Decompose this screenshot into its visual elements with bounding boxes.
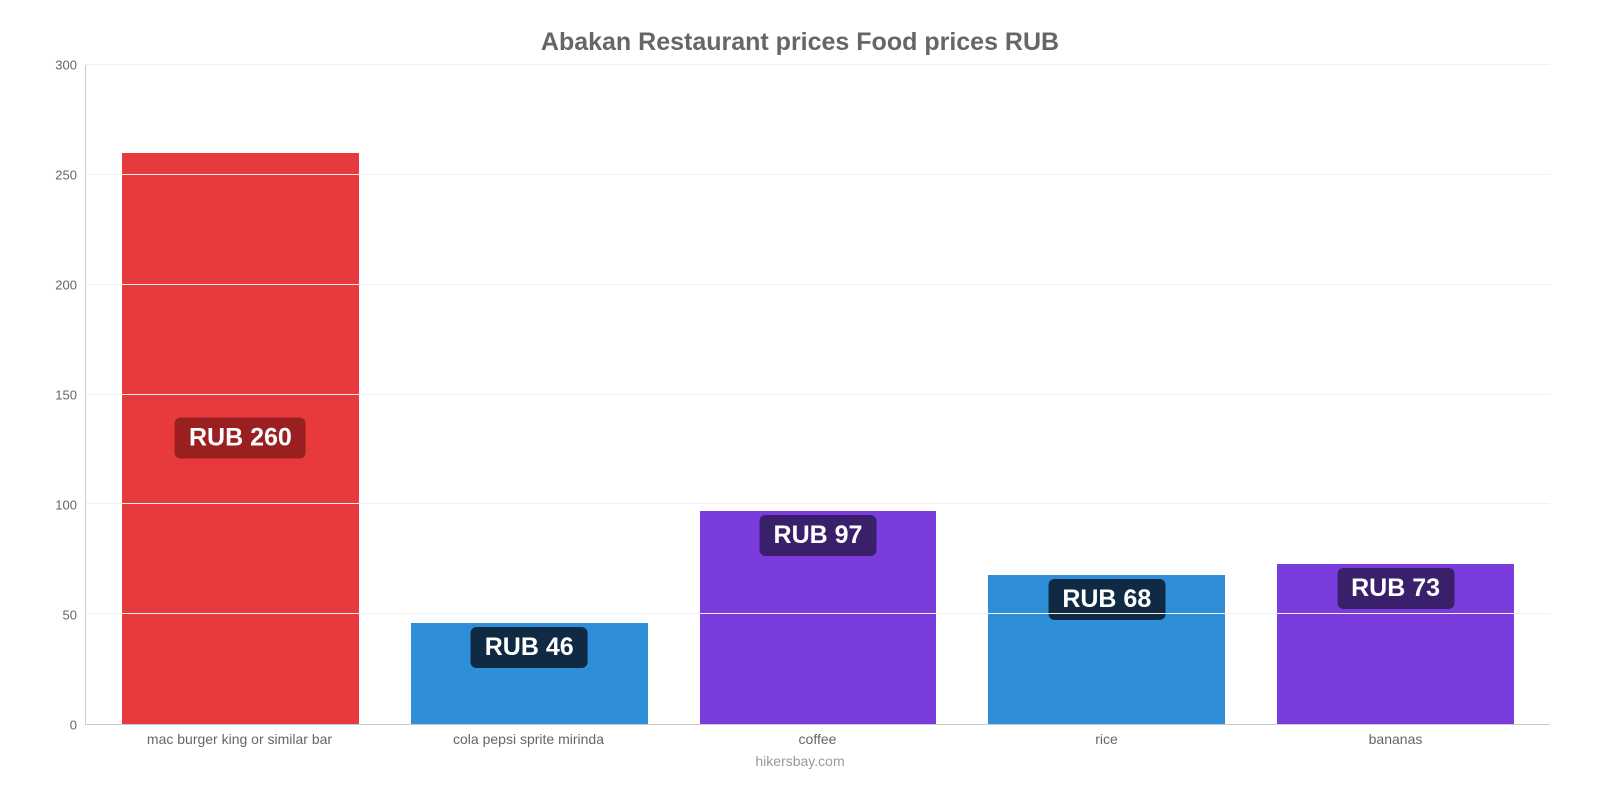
grid-line [86,64,1550,65]
y-tick: 0 [37,718,77,733]
source-text: hikersbay.com [40,753,1560,769]
price-bar-chart: Abakan Restaurant prices Food prices RUB… [0,0,1600,800]
y-tick: 200 [37,278,77,293]
bar-slot: RUB 260 [96,65,385,724]
x-label: cola pepsi sprite mirinda [384,731,673,747]
y-tick: 50 [37,608,77,623]
y-tick: 300 [37,58,77,73]
bar-slot: RUB 46 [385,65,674,724]
bar: RUB 46 [411,623,648,724]
bar: RUB 68 [988,575,1225,724]
value-badge: RUB 73 [1337,568,1454,609]
bar-slot: RUB 73 [1251,65,1540,724]
value-badge: RUB 260 [175,418,306,459]
grid-line [86,613,1550,614]
x-label: mac burger king or similar bar [95,731,384,747]
grid-line [86,394,1550,395]
grid-line [86,503,1550,504]
x-label: coffee [673,731,962,747]
x-label: rice [962,731,1251,747]
x-label: bananas [1251,731,1540,747]
bar: RUB 73 [1277,564,1514,724]
y-tick: 100 [37,498,77,513]
plot-area: RUB 260 RUB 46 RUB 97 RUB 68 RUB 73 [85,65,1550,725]
bar-slot: RUB 97 [674,65,963,724]
x-axis: mac burger king or similar barcola pepsi… [85,725,1550,747]
bars-container: RUB 260 RUB 46 RUB 97 RUB 68 RUB 73 [86,65,1550,724]
grid-line [86,174,1550,175]
y-tick: 150 [37,388,77,403]
bar: RUB 260 [122,153,359,724]
plot-outer: 050100150200250300 RUB 260RUB 46RUB 97RU… [85,65,1550,725]
bar: RUB 97 [700,511,937,724]
value-badge: RUB 97 [760,515,877,556]
bar-slot: RUB 68 [962,65,1251,724]
chart-title: Abakan Restaurant prices Food prices RUB [40,28,1560,57]
y-axis: 050100150200250300 [40,65,85,725]
value-badge: RUB 46 [471,627,588,668]
y-tick: 250 [37,168,77,183]
grid-line [86,284,1550,285]
